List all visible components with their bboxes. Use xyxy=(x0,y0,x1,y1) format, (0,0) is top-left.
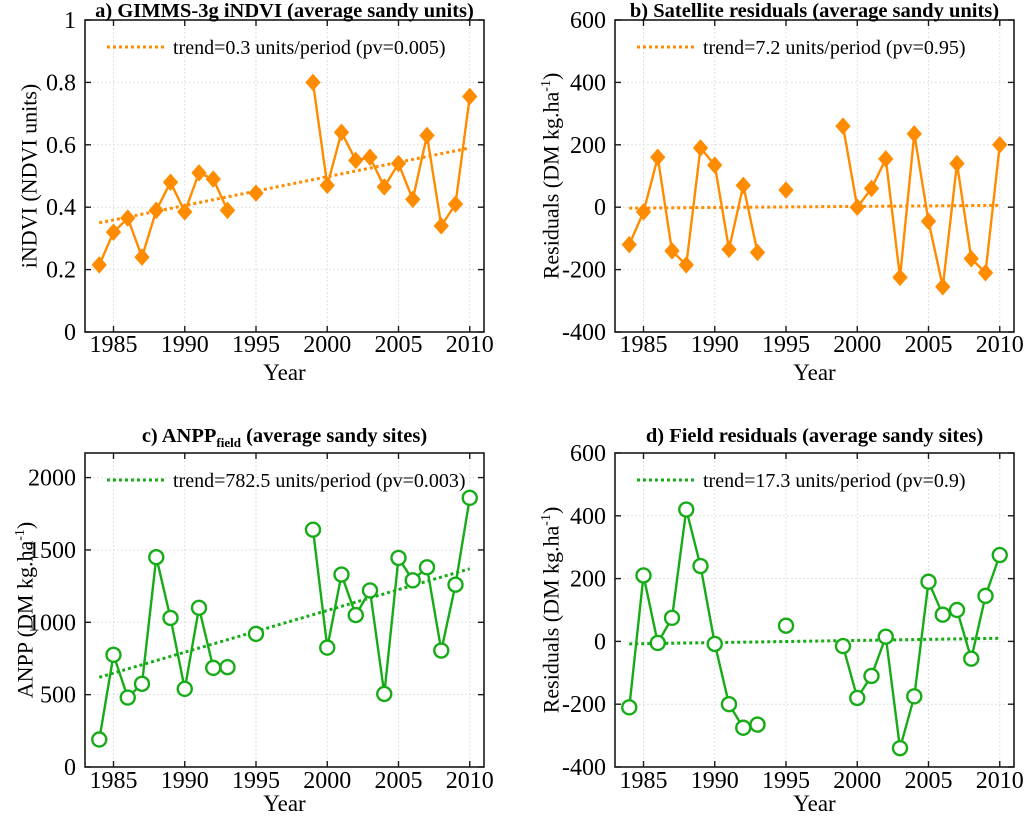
panel-c-xlabel: Year xyxy=(263,791,306,816)
panel-b-legend-label: trend=7.2 units/period (pv=0.95) xyxy=(703,37,966,59)
svg-text:2010: 2010 xyxy=(446,332,494,358)
panel-c-title-rest: (average sandy sites) xyxy=(240,425,428,447)
svg-text:2000: 2000 xyxy=(28,466,76,492)
svg-text:2010: 2010 xyxy=(976,332,1024,358)
svg-text:2005: 2005 xyxy=(905,332,953,358)
panel-d-ylabel: Residuals (DM kg.ha-1) xyxy=(538,506,564,714)
panel-c-ylabel: ANPP (DM kg.ha-1) xyxy=(12,521,38,699)
panel-c: 1985 1990 1995 2000 2005 2010 0 500 1000 1500 2000… xyxy=(0,410,512,817)
chart-c-plot: 1985 1990 1995 2000 2005 2010 0 500 1000 1500 2000… xyxy=(28,452,494,794)
panel-d-legend-label: trend=17.3 units/period (pv=0.9) xyxy=(703,470,966,492)
svg-text:1990: 1990 xyxy=(691,768,739,794)
panel-b-title: b) Satellite residuals (average sandy un… xyxy=(615,0,1014,29)
svg-text:200: 200 xyxy=(570,133,606,159)
chart-b-plot: 1985 1990 1995 2000 2005 2010 -400 -200 0 200 400 6… xyxy=(562,8,1024,358)
svg-text:0: 0 xyxy=(64,320,76,346)
panel-b-xlabel: Year xyxy=(793,360,836,385)
svg-text:-400: -400 xyxy=(562,320,606,346)
svg-text:0: 0 xyxy=(594,195,606,221)
panel-a-xlabel: Year xyxy=(263,360,306,385)
svg-text:2000: 2000 xyxy=(303,768,351,794)
panel-a-title: a) GIMMS-3g iNDVI (average sandy units) xyxy=(85,0,484,29)
panel-a: 1985 1990 1995 2000 2005 2010 0 0.2 0.4 0.6 0.8 1 tr… xyxy=(0,0,512,410)
panel-c-title-sub: field xyxy=(216,435,241,451)
svg-text:2000: 2000 xyxy=(303,332,351,358)
svg-text:0.6: 0.6 xyxy=(46,133,76,159)
svg-text:-200: -200 xyxy=(562,258,606,284)
svg-text:600: 600 xyxy=(570,441,606,467)
svg-text:1990: 1990 xyxy=(691,332,739,358)
svg-text:400: 400 xyxy=(570,504,606,530)
panel-a-ylabel: iNDVI (NDVI units) xyxy=(16,83,42,269)
svg-text:-400: -400 xyxy=(562,755,606,781)
panel-b-title-main: b) Satellite residuals (average sandy un… xyxy=(629,0,1000,22)
panel-b: 1985 1990 1995 2000 2005 2010 -400 -200 0 200 400 6… xyxy=(512,0,1024,410)
svg-text:200: 200 xyxy=(570,567,606,593)
svg-text:1: 1 xyxy=(64,8,76,34)
svg-text:1985: 1985 xyxy=(90,332,138,358)
svg-text:500: 500 xyxy=(40,683,76,709)
panel-d-title: d) Field residuals (average sandy sites) xyxy=(615,425,1014,454)
svg-text:1990: 1990 xyxy=(161,332,209,358)
panel-c-legend-label: trend=782.5 units/period (pv=0.003) xyxy=(173,470,466,492)
svg-text:2005: 2005 xyxy=(375,768,423,794)
svg-text:1995: 1995 xyxy=(232,768,280,794)
svg-text:600: 600 xyxy=(570,8,606,34)
svg-text:400: 400 xyxy=(570,70,606,96)
panel-a-title-main: a) GIMMS-3g iNDVI (average sandy units) xyxy=(95,0,474,22)
panel-c-title: c) ANPPfield (average sandy sites) xyxy=(85,425,484,454)
svg-text:1990: 1990 xyxy=(161,768,209,794)
svg-text:0.4: 0.4 xyxy=(46,195,76,221)
svg-text:1985: 1985 xyxy=(90,768,138,794)
panel-a-legend-label: trend=0.3 units/period (pv=0.005) xyxy=(173,37,446,59)
svg-text:0: 0 xyxy=(594,629,606,655)
panel-d-xlabel: Year xyxy=(793,791,836,816)
svg-text:1000: 1000 xyxy=(28,610,76,636)
svg-text:2005: 2005 xyxy=(375,332,423,358)
svg-text:0: 0 xyxy=(64,755,76,781)
panel-b-ylabel: Residuals (DM kg.ha-1) xyxy=(538,72,564,280)
svg-text:0.8: 0.8 xyxy=(46,70,76,96)
svg-text:2010: 2010 xyxy=(446,768,494,794)
panel-c-title-main: c) ANPP xyxy=(141,425,217,447)
chart-d-plot: 1985 1990 1995 2000 2005 2010 -400 -200 0 200 400 6… xyxy=(562,441,1024,794)
svg-text:2000: 2000 xyxy=(833,332,881,358)
panel-d-title-main: d) Field residuals (average sandy sites) xyxy=(645,425,984,447)
svg-text:1995: 1995 xyxy=(232,332,280,358)
svg-text:1985: 1985 xyxy=(620,332,668,358)
panel-d: 1985 1990 1995 2000 2005 2010 -400 -200 0 200 400 6… xyxy=(512,410,1024,817)
svg-text:1995: 1995 xyxy=(762,332,810,358)
svg-text:-200: -200 xyxy=(562,692,606,718)
svg-text:1985: 1985 xyxy=(620,768,668,794)
svg-text:2010: 2010 xyxy=(976,768,1024,794)
chart-a-plot: 1985 1990 1995 2000 2005 2010 0 0.2 0.4 0.6 0.8 1 tr… xyxy=(46,8,494,358)
svg-text:1500: 1500 xyxy=(28,538,76,564)
svg-text:0.2: 0.2 xyxy=(46,258,76,284)
svg-text:1995: 1995 xyxy=(762,768,810,794)
svg-text:2000: 2000 xyxy=(833,768,881,794)
svg-text:2005: 2005 xyxy=(905,768,953,794)
